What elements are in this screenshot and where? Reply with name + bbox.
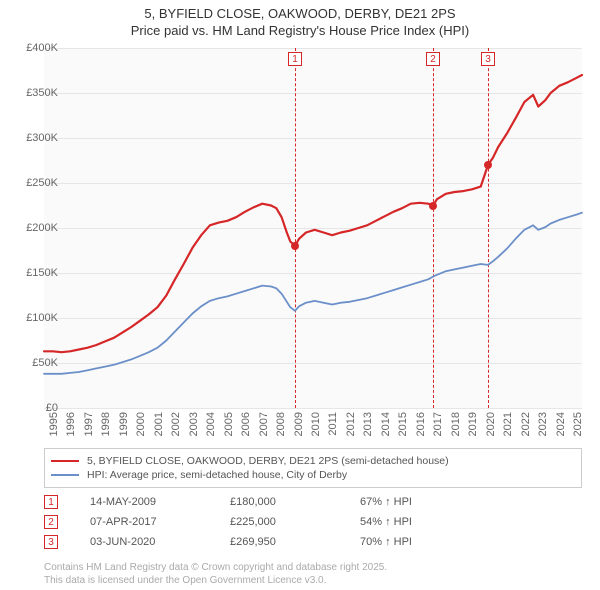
marker-dot-2: [429, 202, 437, 210]
marker-top-label-2: 2: [426, 52, 440, 66]
transaction-date-0: 14-MAY-2009: [90, 496, 230, 508]
x-tick-label: 2024: [555, 412, 567, 436]
title-block: 5, BYFIELD CLOSE, OAKWOOD, DERBY, DE21 2…: [0, 0, 600, 40]
transaction-row-1: 2 07-APR-2017 £225,000 54% ↑ HPI: [44, 512, 582, 532]
transaction-hpi-1: 54% ↑ HPI: [360, 516, 582, 528]
transactions-table: 1 14-MAY-2009 £180,000 67% ↑ HPI 2 07-AP…: [44, 492, 582, 552]
x-tick-label: 2010: [310, 412, 322, 436]
x-tick-label: 2017: [432, 412, 444, 436]
x-tick-label: 1999: [118, 412, 130, 436]
series-hpi: [44, 213, 582, 374]
marker-top-label-1: 1: [288, 52, 302, 66]
x-tick-label: 2003: [188, 412, 200, 436]
x-tick-label: 2014: [380, 412, 392, 436]
x-tick-label: 2021: [502, 412, 514, 436]
x-tick-label: 2015: [397, 412, 409, 436]
x-tick-label: 2002: [170, 412, 182, 436]
legend-item-1: HPI: Average price, semi-detached house,…: [51, 468, 575, 482]
footer-line-2: This data is licensed under the Open Gov…: [44, 575, 387, 588]
x-tick-label: 1996: [65, 412, 77, 436]
marker-dot-1: [291, 242, 299, 250]
x-tick-label: 2006: [240, 412, 252, 436]
y-tick-label: £50K: [18, 357, 58, 369]
transaction-row-0: 1 14-MAY-2009 £180,000 67% ↑ HPI: [44, 492, 582, 512]
marker-dot-3: [484, 161, 492, 169]
y-tick-label: £100K: [18, 312, 58, 324]
chart-container: 5, BYFIELD CLOSE, OAKWOOD, DERBY, DE21 2…: [0, 0, 600, 590]
x-tick-label: 2007: [258, 412, 270, 436]
x-tick-label: 2009: [293, 412, 305, 436]
x-tick-label: 2008: [275, 412, 287, 436]
legend-label-0: 5, BYFIELD CLOSE, OAKWOOD, DERBY, DE21 2…: [87, 455, 449, 467]
x-tick-label: 2016: [415, 412, 427, 436]
transaction-price-0: £180,000: [230, 496, 360, 508]
x-tick-label: 2023: [537, 412, 549, 436]
x-tick-label: 2005: [223, 412, 235, 436]
transaction-marker-0: 1: [44, 495, 58, 509]
x-tick-label: 1998: [100, 412, 112, 436]
y-tick-label: £350K: [18, 87, 58, 99]
chart-plot-area: 1 2 3: [44, 48, 582, 408]
transaction-marker-1: 2: [44, 515, 58, 529]
legend-box: 5, BYFIELD CLOSE, OAKWOOD, DERBY, DE21 2…: [44, 448, 582, 488]
y-tick-label: £150K: [18, 267, 58, 279]
y-tick-label: £300K: [18, 132, 58, 144]
x-tick-label: 2011: [327, 412, 339, 436]
x-tick-label: 2020: [485, 412, 497, 436]
x-tick-label: 2019: [467, 412, 479, 436]
transaction-date-1: 07-APR-2017: [90, 516, 230, 528]
transaction-price-1: £225,000: [230, 516, 360, 528]
title-line-2: Price paid vs. HM Land Registry's House …: [0, 23, 600, 40]
x-tick-label: 2001: [153, 412, 165, 436]
grid-line: [44, 408, 582, 409]
x-tick-label: 2012: [345, 412, 357, 436]
transaction-price-2: £269,950: [230, 536, 360, 548]
legend-label-1: HPI: Average price, semi-detached house,…: [87, 469, 347, 481]
legend-item-0: 5, BYFIELD CLOSE, OAKWOOD, DERBY, DE21 2…: [51, 454, 575, 468]
x-tick-label: 2022: [520, 412, 532, 436]
transaction-row-2: 3 03-JUN-2020 £269,950 70% ↑ HPI: [44, 532, 582, 552]
x-tick-label: 2004: [205, 412, 217, 436]
footer-line-1: Contains HM Land Registry data © Crown c…: [44, 562, 387, 575]
legend-swatch-1: [51, 474, 79, 476]
title-line-1: 5, BYFIELD CLOSE, OAKWOOD, DERBY, DE21 2…: [0, 6, 600, 23]
y-tick-label: £250K: [18, 177, 58, 189]
transaction-hpi-2: 70% ↑ HPI: [360, 536, 582, 548]
x-tick-label: 1995: [48, 412, 60, 436]
x-tick-label: 2025: [572, 412, 584, 436]
marker-top-label-3: 3: [481, 52, 495, 66]
y-tick-label: £200K: [18, 222, 58, 234]
legend-swatch-0: [51, 460, 79, 463]
series-price_paid: [44, 75, 582, 352]
transaction-date-2: 03-JUN-2020: [90, 536, 230, 548]
chart-svg: [44, 48, 582, 408]
x-tick-label: 2000: [135, 412, 147, 436]
x-tick-label: 1997: [83, 412, 95, 436]
x-tick-label: 2018: [450, 412, 462, 436]
y-tick-label: £400K: [18, 42, 58, 54]
transaction-hpi-0: 67% ↑ HPI: [360, 496, 582, 508]
x-tick-label: 2013: [362, 412, 374, 436]
transaction-marker-2: 3: [44, 535, 58, 549]
footer-attribution: Contains HM Land Registry data © Crown c…: [44, 562, 387, 587]
